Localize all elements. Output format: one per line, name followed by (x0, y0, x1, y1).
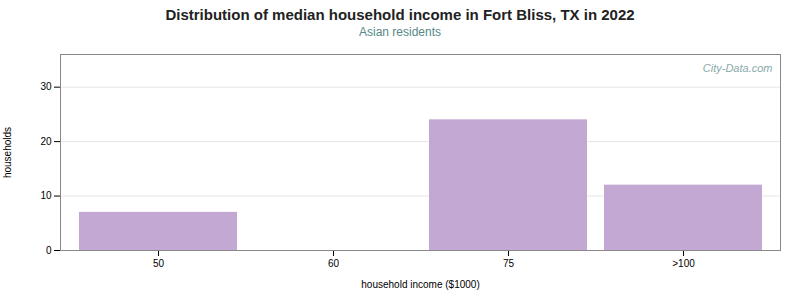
svg-text:50: 50 (153, 258, 165, 269)
svg-text:60: 60 (328, 258, 340, 269)
html-text:Distribution of median househo: Distribution of median household income … (165, 6, 635, 23)
svg-text:City-Data.com: City-Data.com (703, 62, 773, 74)
svg-text:20: 20 (40, 136, 52, 147)
svg-text:households: households (2, 127, 13, 178)
svg-text:>100: >100 (672, 258, 695, 269)
svg-text:30: 30 (40, 81, 52, 92)
svg-text:75: 75 (503, 258, 515, 269)
html-text:Asian residents: Asian residents (359, 25, 441, 39)
svg-text:0: 0 (46, 245, 52, 256)
svg-text:household income ($1000): household income ($1000) (361, 279, 479, 290)
svg-text:10: 10 (40, 190, 52, 201)
